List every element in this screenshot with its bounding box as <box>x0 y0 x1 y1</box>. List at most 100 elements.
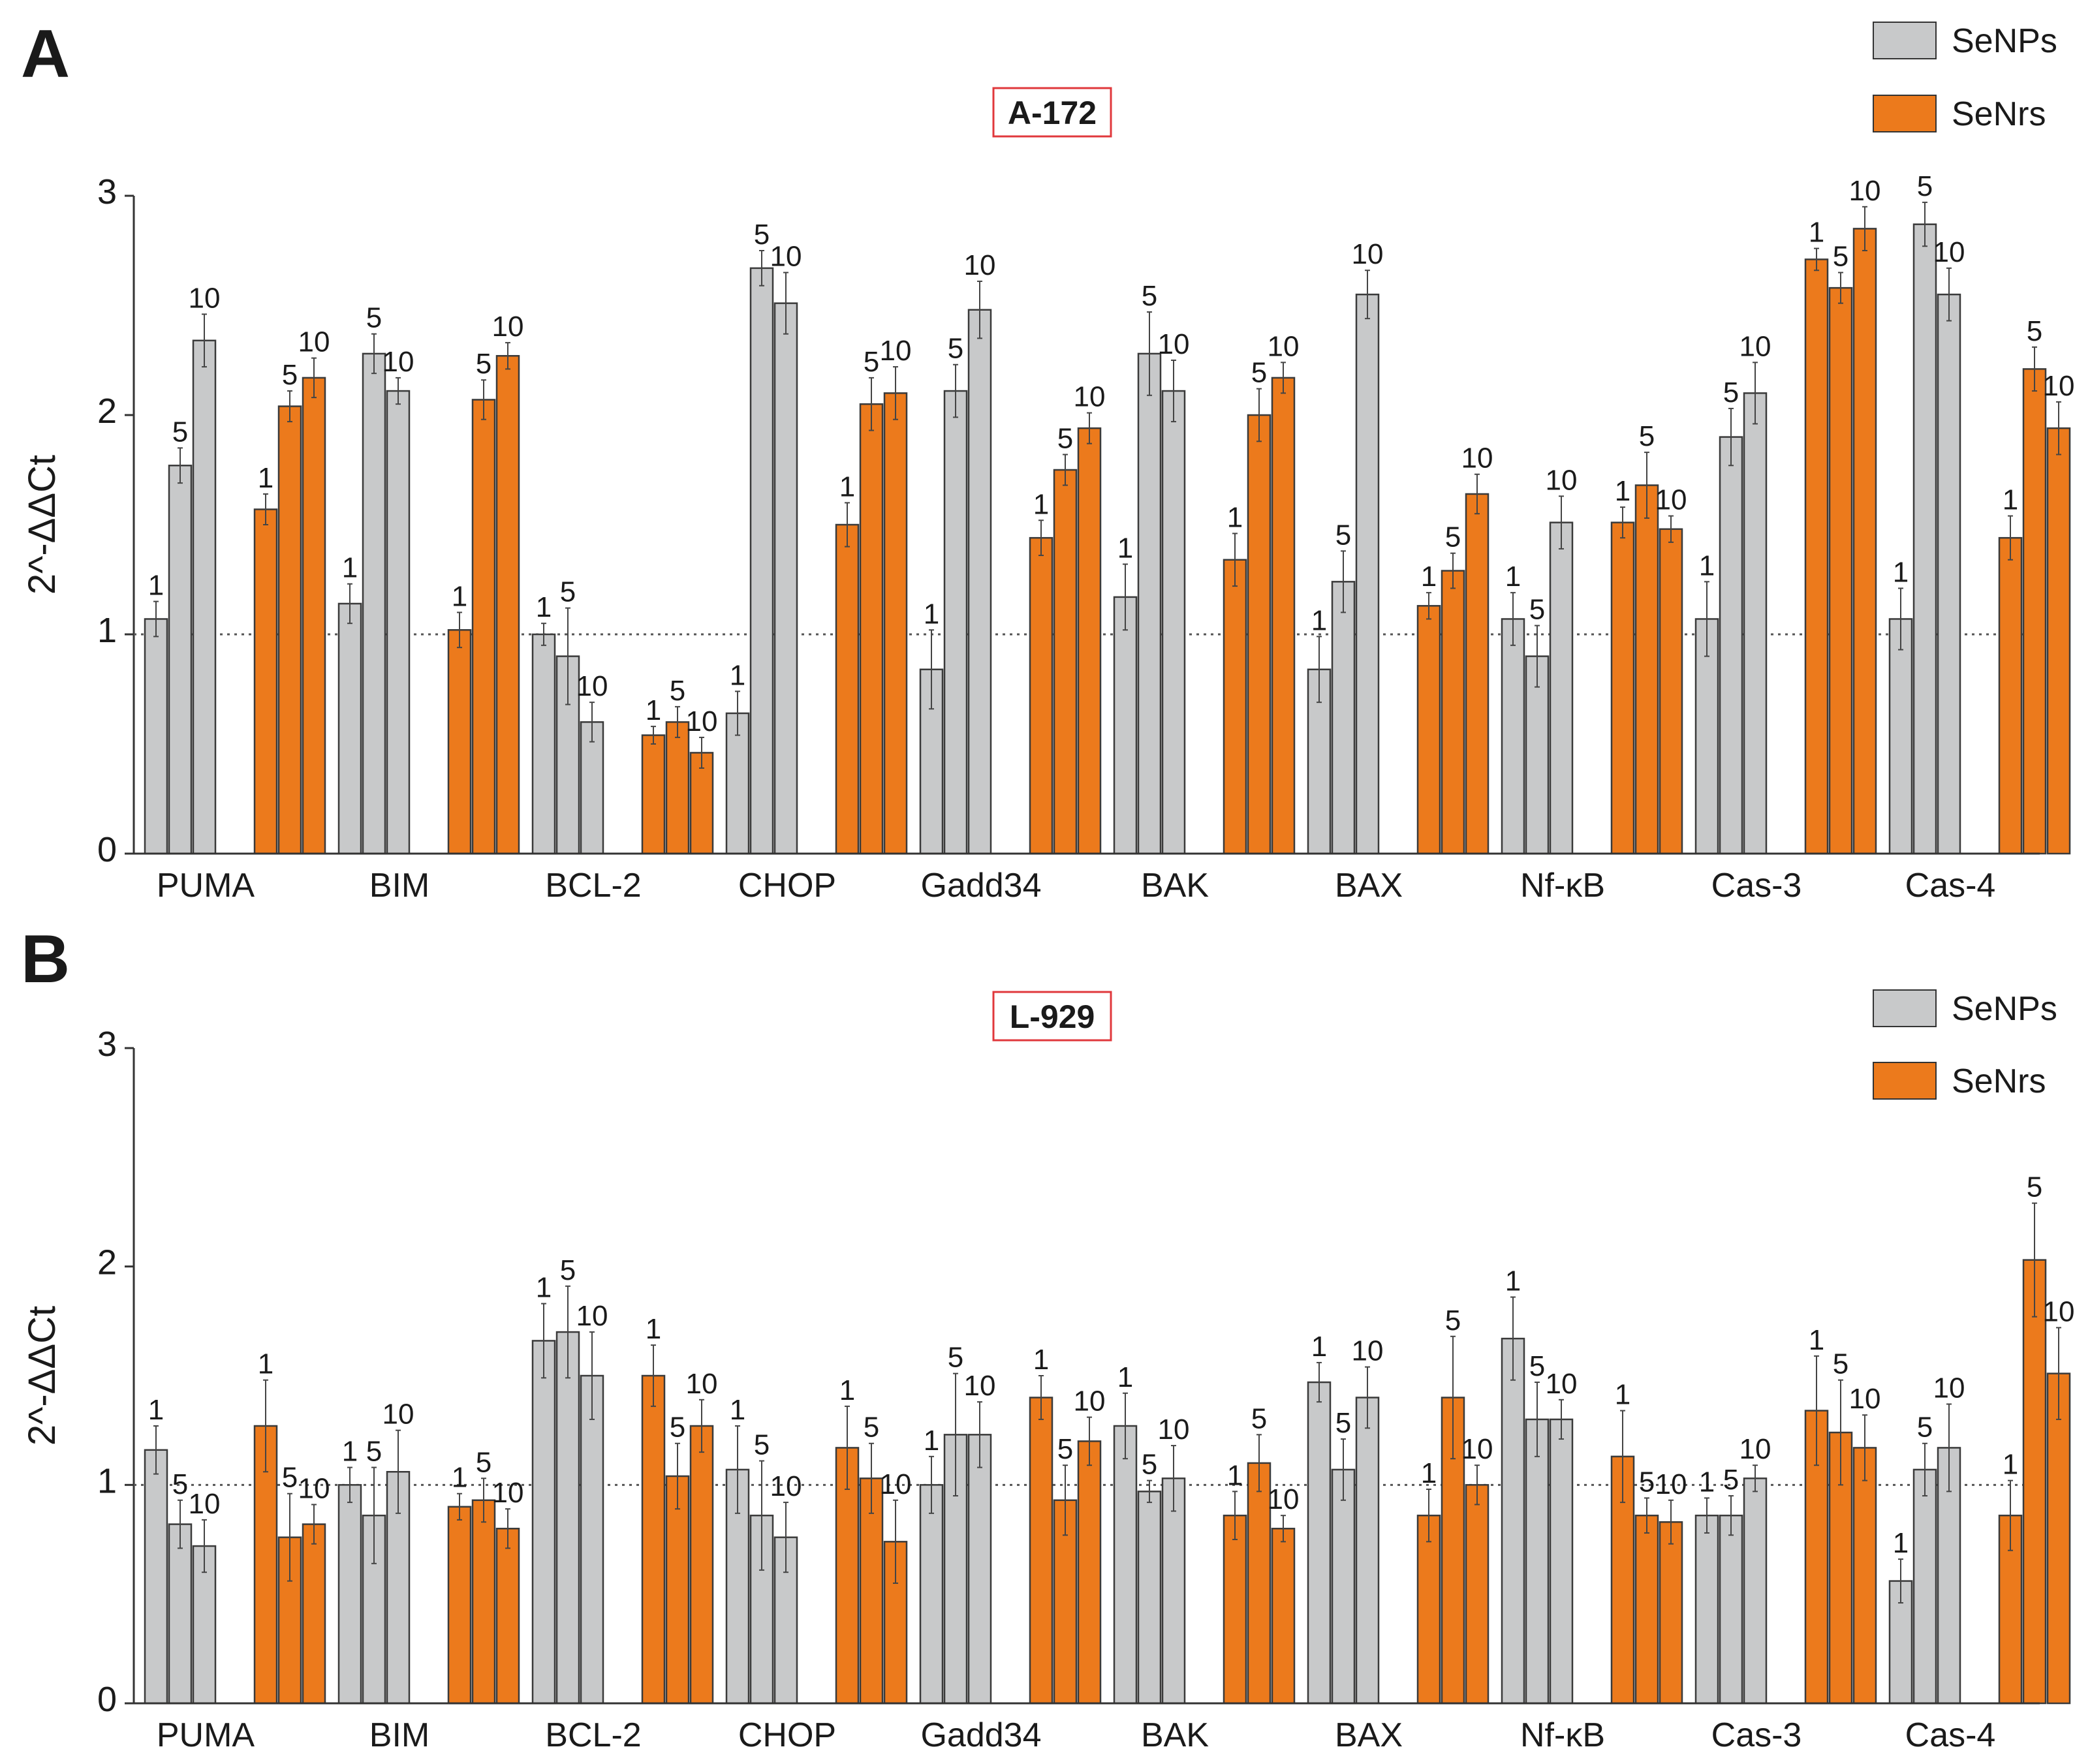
category-label-bax: BAX <box>1335 1716 1403 1754</box>
dose-label: 1 <box>1033 488 1049 520</box>
bar-senrs-bcl2-1 <box>641 734 666 855</box>
dose-label: 5 <box>172 1468 188 1500</box>
dose-label: 5 <box>476 348 491 380</box>
bar-senps-bax-10 <box>1355 293 1380 855</box>
bar-senrs-cas4-10 <box>2046 1372 2071 1705</box>
bar-senps-bcl2-10 <box>580 1374 604 1705</box>
dose-label: 10 <box>2043 370 2075 402</box>
bar-senrs-cas3-5 <box>1828 286 1853 855</box>
bar-senps-cas3-1 <box>1694 1514 1719 1705</box>
category-label-chop: CHOP <box>738 1716 836 1754</box>
dose-label: 10 <box>382 1399 414 1431</box>
legend-swatch-senps <box>1873 22 1937 59</box>
bar-senrs-bcl2-5 <box>665 1475 690 1705</box>
bar-senps-gadd34-1 <box>919 1484 944 1705</box>
bar-senps-cas3-5 <box>1719 1514 1743 1705</box>
bar-senps-puma-1 <box>144 1449 168 1705</box>
dose-label: 1 <box>646 694 661 726</box>
dose-label: 10 <box>1268 1483 1300 1515</box>
dose-label: 1 <box>1505 561 1521 593</box>
bar-senrs-gadd34-1 <box>1029 1397 1053 1705</box>
bar-senps-gadd34-10 <box>967 1434 992 1705</box>
dose-label: 10 <box>2043 1295 2075 1327</box>
bar-senps-bak-1 <box>1113 1425 1138 1705</box>
dose-label: 10 <box>1849 1383 1881 1415</box>
dose-label: 10 <box>492 1477 524 1509</box>
bar-senrs-nfb-10 <box>1659 1521 1683 1705</box>
legend-swatch-senps <box>1873 989 1937 1027</box>
y-tick-label: 1 <box>97 1461 117 1500</box>
dose-label: 1 <box>1117 532 1133 564</box>
bar-senrs-bax-1 <box>1416 1514 1441 1705</box>
dose-label: 1 <box>2003 1449 2018 1481</box>
y-tick-label: 1 <box>97 611 117 650</box>
dose-label: 1 <box>1809 1324 1824 1356</box>
dose-label: 1 <box>258 462 273 494</box>
bar-senrs-gadd34-1 <box>1029 536 1053 855</box>
bar-senps-bak-10 <box>1161 1478 1186 1705</box>
bar-senrs-bim-5 <box>471 399 496 855</box>
dose-label: 10 <box>1158 328 1190 360</box>
dose-label: 1 <box>1117 1361 1133 1393</box>
legend-swatch-senrs <box>1873 95 1937 132</box>
bar-senps-bim-1 <box>337 1484 362 1705</box>
dose-label: 1 <box>1615 475 1630 507</box>
category-label-gadd34: Gadd34 <box>920 867 1041 905</box>
dose-label: 10 <box>189 282 221 314</box>
bar-senrs-puma-10 <box>302 1523 326 1705</box>
category-label-cas4: Cas-4 <box>1905 867 1996 905</box>
dose-label: 5 <box>2027 315 2042 347</box>
bar-senps-gadd34-10 <box>967 309 992 855</box>
dose-label: 1 <box>1809 217 1824 249</box>
category-label-puma: PUMA <box>157 1716 255 1754</box>
dose-label: 5 <box>1639 1466 1655 1498</box>
category-label-gadd34: Gadd34 <box>920 1716 1041 1754</box>
dose-label: 1 <box>1615 1379 1630 1411</box>
bar-senrs-bim-1 <box>447 629 472 855</box>
bar-senrs-bim-10 <box>495 1528 520 1705</box>
dose-label: 10 <box>1461 442 1493 474</box>
dose-label: 1 <box>1227 1459 1243 1491</box>
bar-senrs-gadd34-10 <box>1077 427 1102 855</box>
dose-label: 1 <box>148 570 164 602</box>
dose-label: 10 <box>1655 1468 1687 1500</box>
dose-label: 5 <box>560 1254 576 1286</box>
bar-senps-bax-5 <box>1331 581 1356 855</box>
bar-senps-cas4-10 <box>1937 293 1961 855</box>
dose-label: 10 <box>770 241 802 273</box>
category-label-bim: BIM <box>369 867 429 905</box>
bar-senrs-nfb-1 <box>1610 521 1635 855</box>
category-label-cas4: Cas-4 <box>1905 1716 1996 1754</box>
y-tick-label: 0 <box>97 1680 117 1719</box>
dose-label: 1 <box>2003 484 2018 516</box>
bar-senrs-bak-1 <box>1223 559 1247 855</box>
bar-senrs-bak-10 <box>1271 1528 1296 1705</box>
dose-label: 10 <box>686 1368 718 1400</box>
bar-senps-puma-1 <box>144 618 168 855</box>
category-label-bim: BIM <box>369 1716 429 1754</box>
dose-label: 10 <box>298 326 330 358</box>
dose-label: 1 <box>1033 1344 1049 1376</box>
category-label-nfb: Nf-κB <box>1520 1716 1605 1754</box>
dose-label: 1 <box>148 1394 164 1426</box>
dose-label: 5 <box>1529 1350 1545 1382</box>
dose-label: 10 <box>770 1470 802 1502</box>
dose-label: 10 <box>1546 464 1578 496</box>
category-label-bax: BAX <box>1335 867 1403 905</box>
bar-senrs-cas3-10 <box>1852 1447 1877 1705</box>
bar-senrs-bim-1 <box>447 1506 472 1705</box>
bar-senrs-gadd34-10 <box>1077 1440 1102 1705</box>
dose-label: 5 <box>948 1342 963 1374</box>
dose-label: 5 <box>1057 422 1073 454</box>
panel-letter: A <box>21 16 70 92</box>
dose-label: 1 <box>1699 1466 1715 1498</box>
bar-senrs-nfb-5 <box>1634 484 1659 855</box>
legend-label-senps: SeNPs <box>1952 22 2057 60</box>
bar-senrs-bcl2-1 <box>641 1374 666 1705</box>
dose-label: 1 <box>1893 1527 1909 1559</box>
bar-senrs-bax-1 <box>1416 605 1441 855</box>
dose-label: 10 <box>492 311 524 343</box>
bar-senrs-bcl2-5 <box>665 721 690 855</box>
dose-label: 5 <box>282 359 298 391</box>
bar-senrs-cas3-10 <box>1852 228 1877 855</box>
